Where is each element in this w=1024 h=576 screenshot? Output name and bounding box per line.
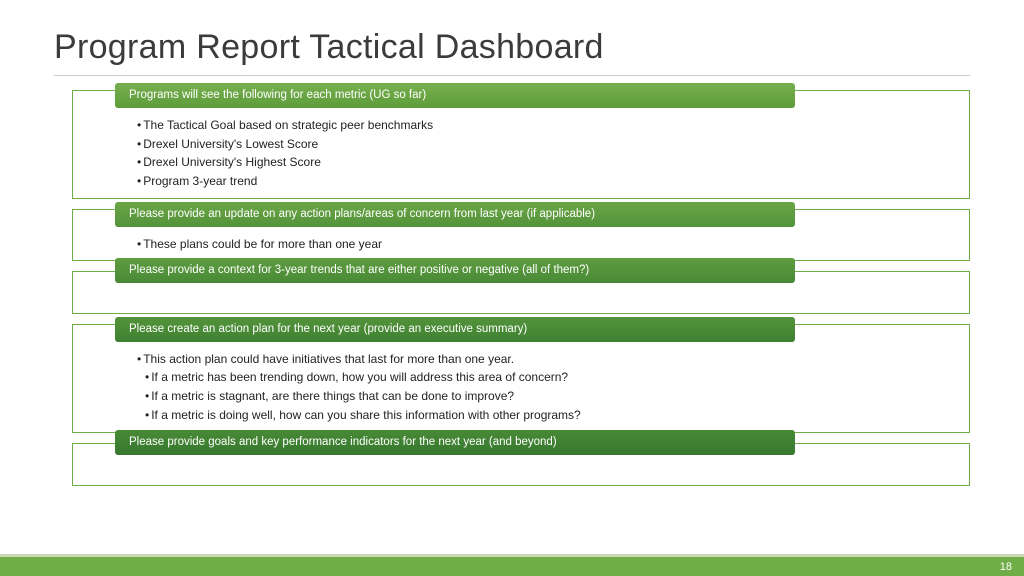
- sub-bullet-item: If a metric has been trending down, how …: [137, 368, 951, 387]
- smartart-box-5: Please provide goals and key performance…: [72, 443, 970, 486]
- bullet-item: This action plan could have initiatives …: [137, 350, 951, 369]
- sub-bullet-item: If a metric is doing well, how can you s…: [137, 406, 951, 425]
- bullet-item: The Tactical Goal based on strategic pee…: [137, 116, 951, 135]
- page-number: 18: [1000, 561, 1012, 573]
- smartart-header-2: Please provide an update on any action p…: [115, 202, 795, 227]
- smartart-header-3: Please provide a context for 3-year tren…: [115, 258, 795, 283]
- bullet-item: Drexel University's Highest Score: [137, 153, 951, 172]
- slide-title: Program Report Tactical Dashboard: [54, 28, 970, 67]
- sub-bullet-item: If a metric is stagnant, are there thing…: [137, 387, 951, 406]
- smartart-box-4: Please create an action plan for the nex…: [72, 324, 970, 433]
- title-underline: [54, 75, 970, 76]
- smartart-body-2: These plans could be for more than one y…: [91, 235, 951, 254]
- smartart-box-1: Programs will see the following for each…: [72, 90, 970, 199]
- bullet-item: Program 3-year trend: [137, 172, 951, 191]
- smartart-body-4: This action plan could have initiatives …: [91, 350, 951, 424]
- smartart-box-3: Please provide a context for 3-year tren…: [72, 271, 970, 314]
- footer-bar: 18: [0, 554, 1024, 576]
- smartart-header-1: Programs will see the following for each…: [115, 83, 795, 108]
- smartart-body-1: The Tactical Goal based on strategic pee…: [91, 116, 951, 190]
- slide-container: Program Report Tactical Dashboard Progra…: [0, 0, 1024, 576]
- bullet-item: Drexel University's Lowest Score: [137, 135, 951, 154]
- footer-accent-main: 18: [0, 557, 1024, 576]
- smartart-header-4: Please create an action plan for the nex…: [115, 317, 795, 342]
- bullet-item: These plans could be for more than one y…: [137, 235, 951, 254]
- smartart-header-5: Please provide goals and key performance…: [115, 430, 795, 455]
- smartart-box-2: Please provide an update on any action p…: [72, 209, 970, 261]
